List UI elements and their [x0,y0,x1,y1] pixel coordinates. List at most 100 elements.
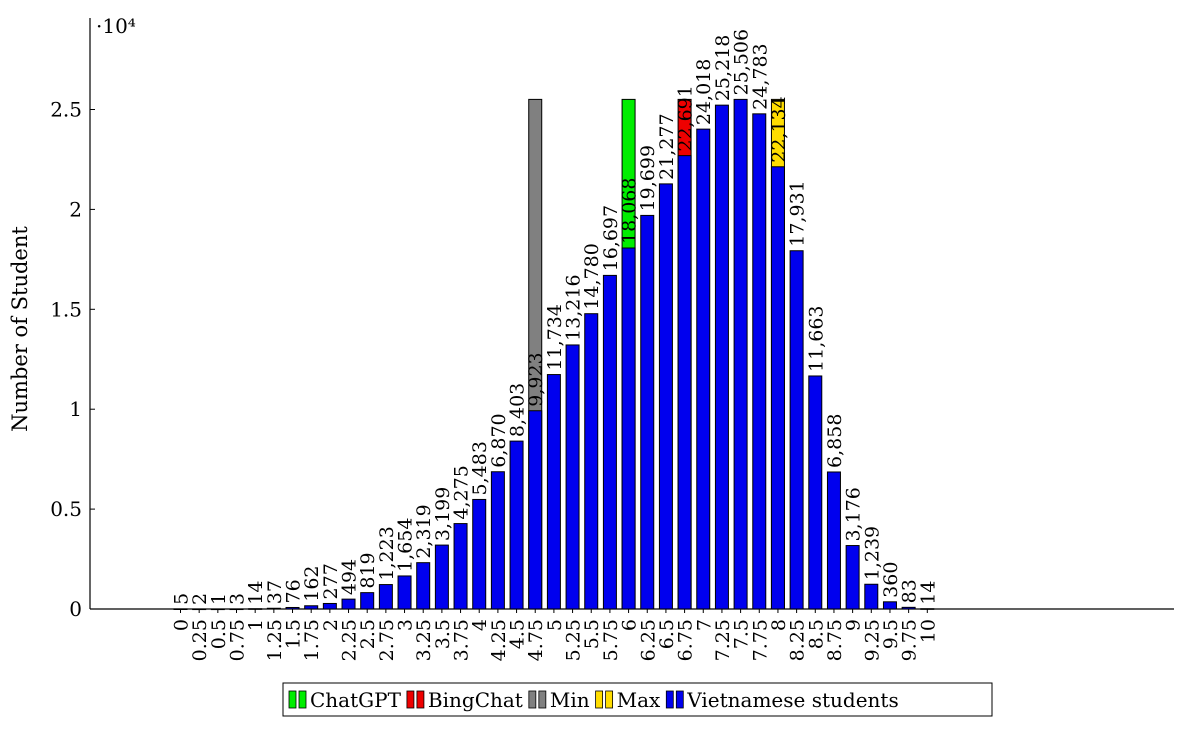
bar-vietnamese-students [472,498,487,610]
data-label: 19,699 [637,145,659,211]
legend-label: Vietnamese students [686,688,898,712]
x-tick-label: 3.75 [451,619,473,661]
data-label: 17,931 [787,180,809,246]
x-tick-label: 2.25 [339,619,361,661]
data-label: 11,663 [805,305,827,371]
y-tick-label: 0.5 [50,497,82,521]
bar-vietnamese-students [621,247,636,610]
x-tick-label: 8.75 [824,619,846,661]
data-label: 14 [917,581,939,605]
x-tick-label: 0.5 [208,619,230,649]
data-labels: 52131437761622774948191,2231,6542,3193,1… [171,29,940,605]
bar-vietnamese-students [826,471,841,610]
bar-vietnamese-students [397,575,412,610]
x-tick-label: 1.75 [301,619,323,661]
x-tick-label: 6.75 [675,619,697,661]
bar-vietnamese-students [658,183,673,610]
x-tick-label: 3 [395,619,417,631]
x-tick-label: 8.5 [805,619,827,649]
y-scale-factor: ·10⁴ [96,14,136,38]
legend-swatch [665,690,674,709]
x-tick-label: 4.75 [525,619,547,661]
y-tick-label: 0 [69,597,82,621]
x-tick-label: 9 [843,619,865,631]
x-tick-label: 10 [917,619,939,643]
legend-box [282,682,993,717]
x-tick-label: 5.25 [563,619,585,661]
x-tick-label: 7.5 [731,619,753,649]
data-label: 37 [264,580,286,604]
x-tick-label: 4.5 [507,619,529,649]
legend: ChatGPT BingChat Min Max Vietnamese students [282,682,993,717]
data-label: 76 [283,579,305,603]
data-label: 5,483 [469,441,491,495]
data-label: 5 [171,593,193,605]
data-label: 25,506 [731,29,753,95]
x-tick-label: 6.25 [637,619,659,661]
bar-vietnamese-students [285,606,300,610]
data-label: 24,783 [749,43,771,109]
bar-vietnamese-students [602,274,617,610]
bar-vietnamese-students [546,374,561,610]
bar-vietnamese-students [266,607,281,610]
data-label: 4,275 [451,465,473,519]
data-label: 3,176 [843,487,865,541]
legend-label: Max [617,688,661,712]
x-tick-label: 0.75 [227,619,249,661]
legend-swatch [605,690,614,709]
bar-vietnamese-students [714,104,729,610]
data-label: 24,018 [693,59,715,125]
data-label: 16,697 [600,205,622,271]
legend-label: BingChat [428,688,523,712]
x-tick-label: 2 [320,619,342,631]
x-tick-label: 7 [693,619,715,631]
data-label: 14,780 [581,243,603,309]
x-tick-label: 6 [619,619,641,631]
bar-vietnamese-students [733,98,748,610]
x-tick-label: 7.25 [712,619,734,661]
x-tick-label: 2.5 [357,619,379,649]
legend-label: Min [550,688,590,712]
legend-swatch [675,690,684,709]
x-tick-label: 3.5 [432,619,454,649]
bar-vietnamese-students [210,608,225,611]
data-label: 6,870 [488,413,510,467]
x-tick-label: 5 [544,619,566,631]
bar-vietnamese-students [528,410,543,610]
bar-vietnamese-students [565,344,580,610]
data-label: 25,218 [712,35,734,101]
legend-swatch [595,690,604,709]
data-label: 22,134 [768,96,790,162]
bar-vietnamese-students [752,113,767,610]
x-tick-label: 4.25 [488,619,510,661]
data-label: 162 [301,565,323,601]
data-label: 2 [189,593,211,605]
x-tick-label: 0 [171,619,193,631]
bar-vietnamese-students [360,592,375,610]
legend-swatch [538,690,547,709]
data-label: 11,734 [544,304,566,370]
x-tick-label: 1.25 [264,619,286,661]
bar-vietnamese-students [453,523,468,610]
x-tick-label: 1.5 [283,619,305,649]
x-tick-label: 9.25 [861,619,883,661]
data-label: 1 [208,593,230,605]
bar-vietnamese-students [490,471,505,610]
x-tick-labels: 00.250.50.7511.251.51.7522.252.52.7533.2… [171,619,940,661]
data-label: 83 [899,579,921,603]
data-label: 21,277 [656,113,678,179]
y-tick-labels: 0 0.5 1 1.5 2 2.5 [50,98,82,622]
bar-vietnamese-students [416,562,431,610]
data-label: 2,319 [413,504,435,558]
data-label: 9,923 [525,352,547,406]
bar-vietnamese-students [677,155,692,610]
bars [173,98,935,611]
bar-vietnamese-students [808,375,823,610]
data-label: 1,239 [861,526,883,580]
data-label: 13,216 [563,274,585,340]
data-label: 8,403 [507,383,529,437]
x-tick-label: 7.75 [749,619,771,661]
x-tick-label: 4 [469,619,491,631]
bar-vietnamese-students [229,608,244,611]
bar-vietnamese-students [882,601,897,610]
